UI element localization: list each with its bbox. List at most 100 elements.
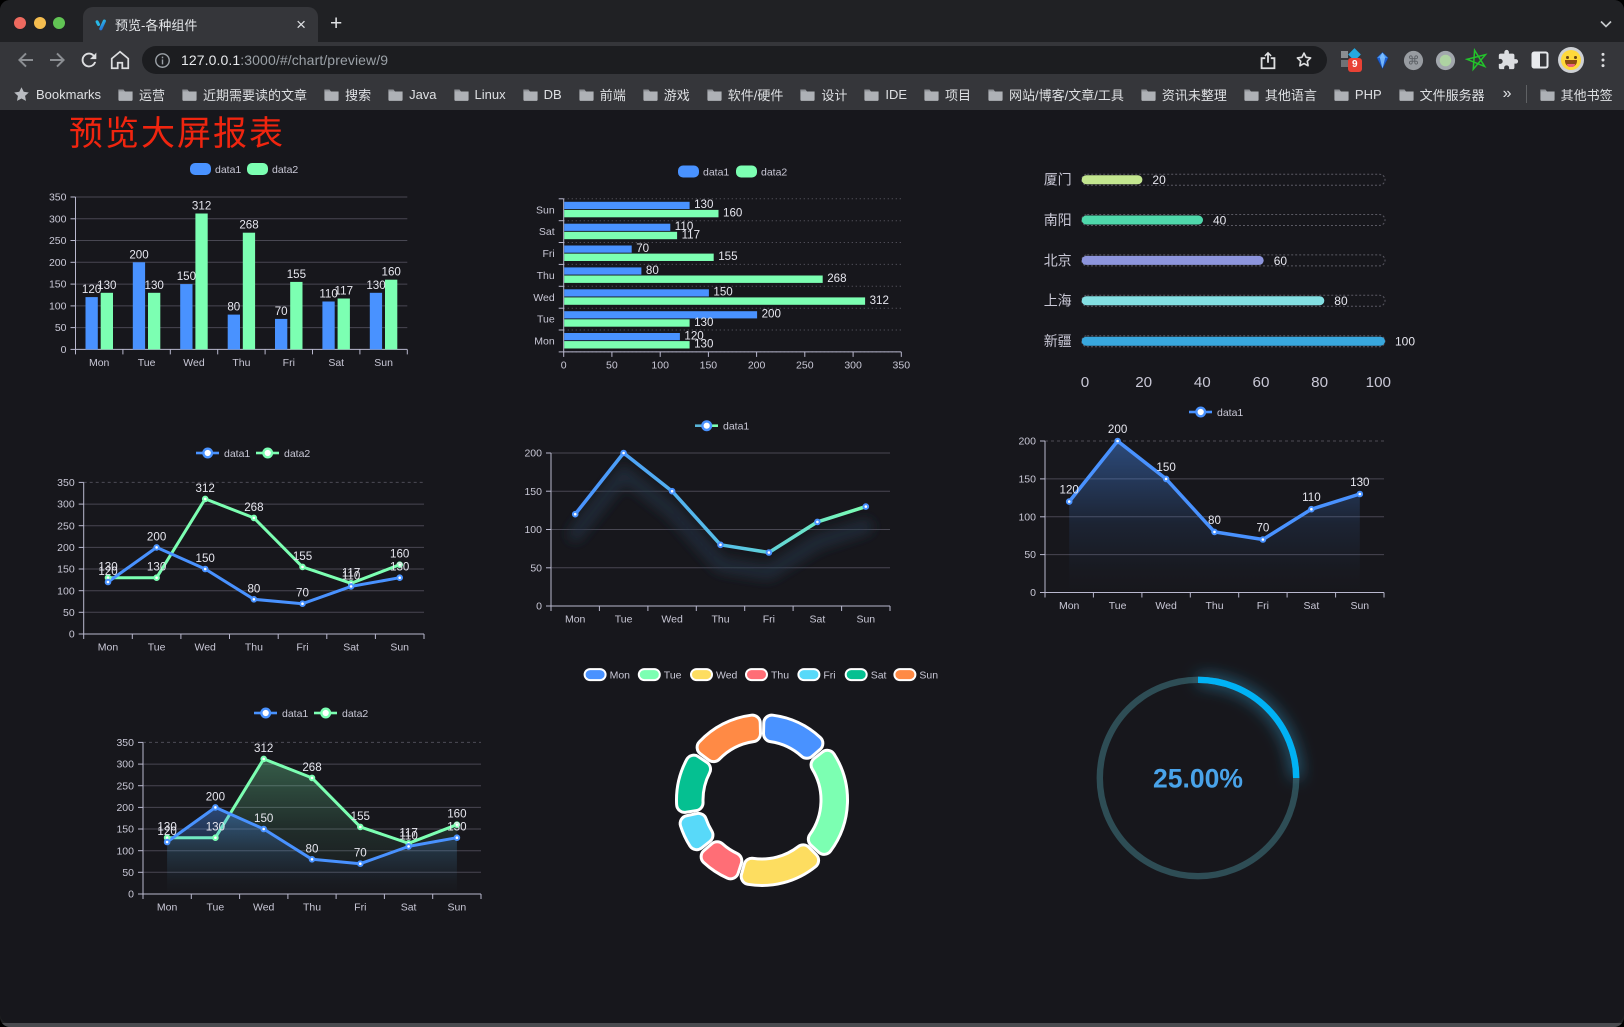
svg-text:Tue: Tue xyxy=(207,902,225,914)
svg-text:350: 350 xyxy=(116,737,134,749)
svg-text:155: 155 xyxy=(351,810,370,823)
svg-text:80: 80 xyxy=(306,842,319,855)
svg-text:data2: data2 xyxy=(761,166,787,178)
svg-text:250: 250 xyxy=(116,780,134,792)
svg-text:Mon: Mon xyxy=(1059,600,1080,612)
svg-text:0: 0 xyxy=(61,344,67,356)
svg-text:130: 130 xyxy=(694,316,713,329)
svg-text:60: 60 xyxy=(1253,374,1270,391)
svg-text:⌘: ⌘ xyxy=(1408,53,1420,67)
svg-text:Tue: Tue xyxy=(615,614,633,626)
svg-text:130: 130 xyxy=(694,338,713,351)
svg-text:100: 100 xyxy=(49,301,67,313)
svg-text:150: 150 xyxy=(49,279,67,291)
svg-text:120: 120 xyxy=(98,565,117,578)
svg-text:155: 155 xyxy=(718,250,737,263)
svg-text:130: 130 xyxy=(145,279,164,292)
svg-text:130: 130 xyxy=(694,198,713,211)
svg-text:Sun: Sun xyxy=(374,357,393,369)
svg-text:60: 60 xyxy=(1274,254,1288,268)
svg-text:268: 268 xyxy=(302,761,321,774)
svg-text:80: 80 xyxy=(247,582,260,595)
svg-text:Wed: Wed xyxy=(183,357,205,369)
svg-text:50: 50 xyxy=(55,322,67,334)
svg-text:130: 130 xyxy=(206,821,225,834)
svg-text:0: 0 xyxy=(1081,374,1089,391)
svg-text:data1: data1 xyxy=(1217,407,1243,419)
svg-text:Tue: Tue xyxy=(664,669,682,681)
svg-text:80: 80 xyxy=(1334,294,1348,308)
svg-text:117: 117 xyxy=(335,285,353,298)
svg-text:150: 150 xyxy=(57,564,75,576)
svg-text:0: 0 xyxy=(561,359,567,371)
svg-text:0: 0 xyxy=(1030,587,1036,599)
svg-text:110: 110 xyxy=(342,569,360,582)
svg-text:Sun: Sun xyxy=(919,669,938,681)
svg-text:Tue: Tue xyxy=(537,314,555,326)
svg-text:110: 110 xyxy=(319,288,337,301)
svg-text:110: 110 xyxy=(399,829,417,842)
svg-text:130: 130 xyxy=(390,561,409,574)
svg-text:Fri: Fri xyxy=(542,248,554,260)
svg-text:200: 200 xyxy=(129,248,148,261)
svg-text:150: 150 xyxy=(254,812,273,825)
svg-text:300: 300 xyxy=(49,213,67,225)
svg-text:Thu: Thu xyxy=(303,902,321,914)
svg-text:data1: data1 xyxy=(703,166,729,178)
svg-text:150: 150 xyxy=(700,359,718,371)
svg-text:250: 250 xyxy=(49,235,67,247)
svg-text:70: 70 xyxy=(1256,522,1269,535)
svg-text:25.00%: 25.00% xyxy=(1153,764,1243,794)
svg-text:Sat: Sat xyxy=(401,902,417,914)
svg-text:312: 312 xyxy=(870,294,889,307)
svg-text:150: 150 xyxy=(116,824,134,836)
svg-text:Sat: Sat xyxy=(539,226,555,238)
svg-text:data2: data2 xyxy=(284,448,310,460)
svg-text:300: 300 xyxy=(844,359,862,371)
svg-text:Thu: Thu xyxy=(537,270,555,282)
svg-text:350: 350 xyxy=(893,359,911,371)
svg-text:70: 70 xyxy=(275,305,288,318)
svg-text:130: 130 xyxy=(147,561,166,574)
svg-text:Mon: Mon xyxy=(157,902,178,914)
svg-text:155: 155 xyxy=(287,268,306,281)
svg-text:Thu: Thu xyxy=(771,669,789,681)
svg-text:130: 130 xyxy=(447,821,466,834)
svg-text:150: 150 xyxy=(196,552,215,565)
svg-text:200: 200 xyxy=(524,448,542,460)
svg-text:40: 40 xyxy=(1213,213,1227,227)
svg-text:130: 130 xyxy=(98,561,117,574)
svg-text:Fri: Fri xyxy=(763,614,775,626)
svg-text:100: 100 xyxy=(524,524,542,536)
svg-text:130: 130 xyxy=(366,279,385,292)
svg-text:Fri: Fri xyxy=(296,642,308,654)
svg-text:Wed: Wed xyxy=(194,642,216,654)
svg-text:Sat: Sat xyxy=(871,669,887,681)
svg-text:312: 312 xyxy=(254,742,273,755)
svg-text:北京: 北京 xyxy=(1044,252,1072,268)
svg-text:Tue: Tue xyxy=(148,642,166,654)
svg-text:120: 120 xyxy=(1060,484,1079,497)
svg-text:200: 200 xyxy=(762,308,781,321)
svg-text:Sun: Sun xyxy=(856,614,875,626)
svg-text:117: 117 xyxy=(399,826,417,839)
svg-text:50: 50 xyxy=(1024,549,1036,561)
svg-text:200: 200 xyxy=(748,359,766,371)
svg-text:117: 117 xyxy=(682,228,700,241)
svg-text:data1: data1 xyxy=(215,164,241,176)
svg-text:Mon: Mon xyxy=(565,614,586,626)
svg-text:Sat: Sat xyxy=(810,614,826,626)
svg-text:Thu: Thu xyxy=(232,357,250,369)
svg-text:300: 300 xyxy=(57,499,75,511)
svg-text:Tue: Tue xyxy=(138,357,156,369)
svg-text:Wed: Wed xyxy=(716,669,738,681)
svg-text:120: 120 xyxy=(684,329,703,342)
svg-text:Sun: Sun xyxy=(536,204,555,216)
svg-text:150: 150 xyxy=(1156,461,1175,474)
svg-text:250: 250 xyxy=(57,520,75,532)
svg-text:160: 160 xyxy=(723,206,742,219)
svg-text:117: 117 xyxy=(342,566,360,579)
svg-text:100: 100 xyxy=(651,359,669,371)
svg-text:300: 300 xyxy=(116,759,134,771)
svg-text:50: 50 xyxy=(63,607,75,619)
